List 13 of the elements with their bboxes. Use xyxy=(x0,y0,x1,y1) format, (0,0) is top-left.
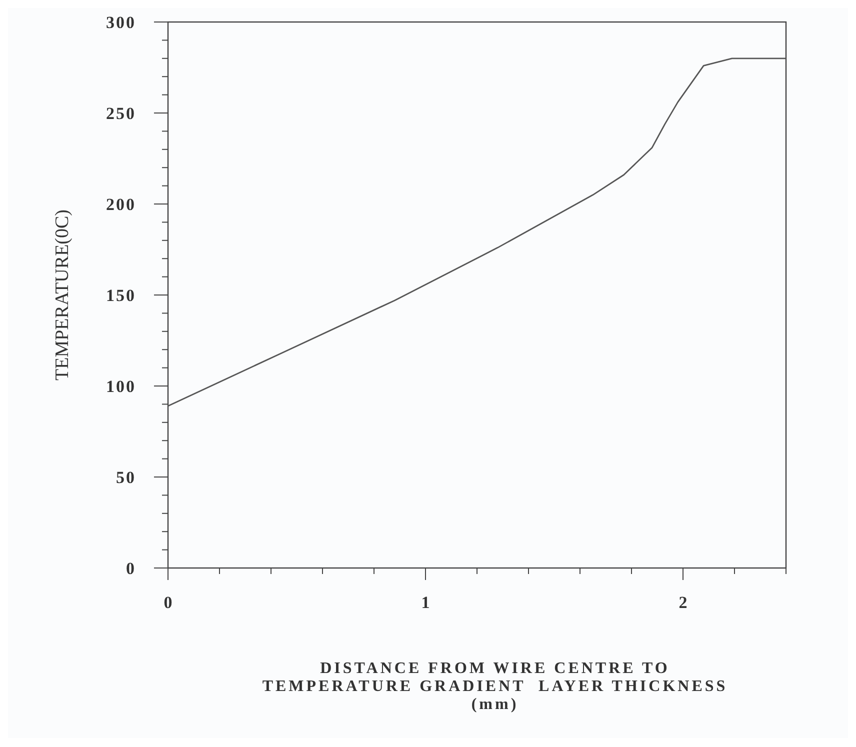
y-tick-label: 0 xyxy=(126,558,136,578)
x-axis-title: DISTANCE FROM WIRE CENTRE TO TEMPERATURE GRADIENT LAYER THICKNESS (mm) xyxy=(262,660,728,713)
y-axis-title: TEMPERATURE(0C) xyxy=(52,210,73,380)
x-tick-label: 1 xyxy=(421,593,430,612)
y-tick-label: 200 xyxy=(106,194,136,214)
x-tick-label: 2 xyxy=(678,593,688,612)
y-tick-label: 100 xyxy=(106,376,136,396)
y-tick-label: 300 xyxy=(106,12,136,32)
y-tick-label: 250 xyxy=(106,104,136,123)
x-tick-label: 0 xyxy=(164,593,172,612)
line-series xyxy=(167,58,787,407)
y-tick-label: 50 xyxy=(116,468,136,487)
y-tick-label: 150 xyxy=(106,286,136,305)
